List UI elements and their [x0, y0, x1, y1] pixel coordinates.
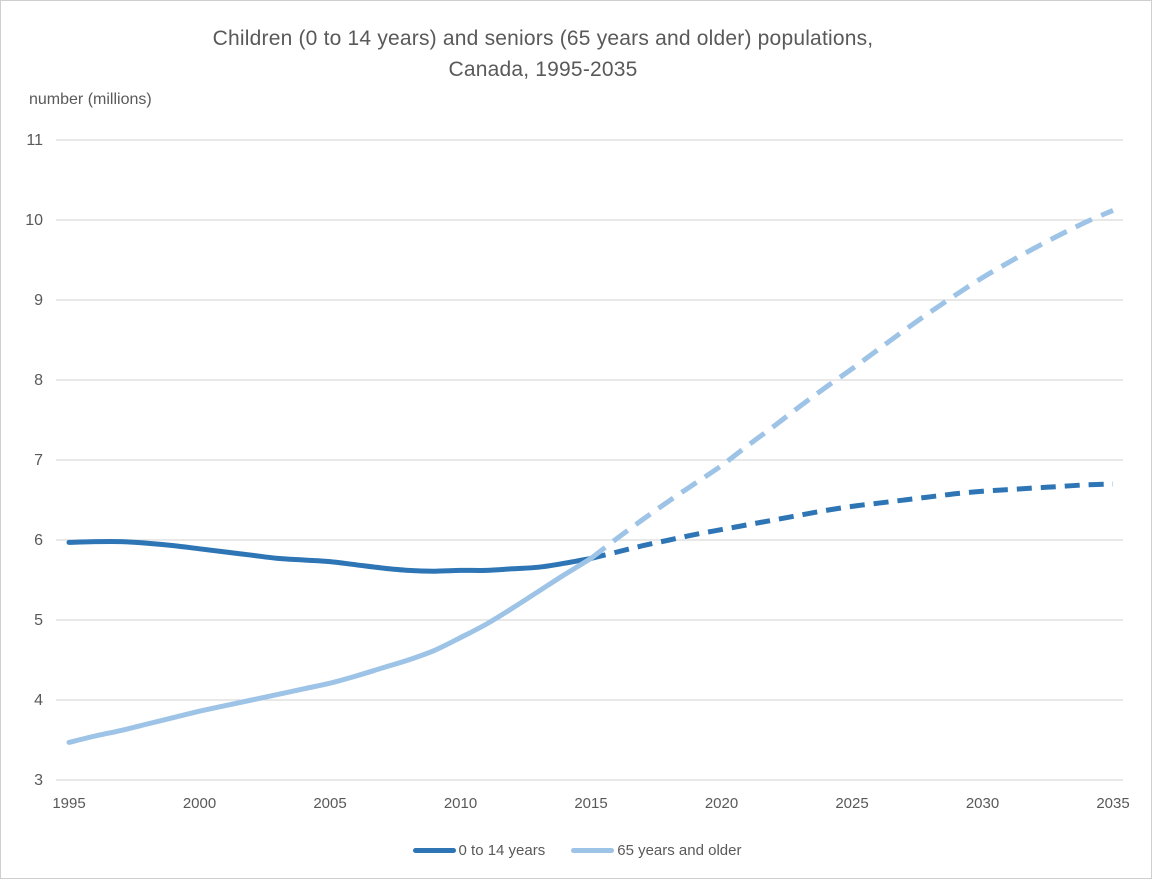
legend-item-seniors: 65 years and older [571, 841, 741, 860]
chart-title-line2: Canada, 1995-2035 [448, 58, 638, 81]
legend-label-seniors: 65 years and older [617, 842, 742, 859]
legend-swatch-children-line [412, 848, 456, 853]
y-axis-unit-label: number (millions) [29, 91, 152, 108]
chart-title-line1: Children (0 to 14 years) and seniors (65… [212, 27, 874, 50]
legend: 0 to 14 years 65 years and older [1, 841, 1151, 860]
legend-item-children: 0 to 14 years [412, 841, 546, 860]
series-line-65-years-and-older-observed [66, 555, 594, 745]
series-line-65-years-and-older-projected [589, 208, 1114, 561]
legend-swatch-seniors-line [571, 848, 615, 853]
chart-title: Children (0 to 14 years) and seniors (65… [1, 23, 1085, 85]
series-line-0-to-14-years-observed [66, 538, 594, 574]
legend-label-children: 0 to 14 years [458, 842, 546, 859]
series-line-0-to-14-years-projected [590, 481, 1114, 561]
